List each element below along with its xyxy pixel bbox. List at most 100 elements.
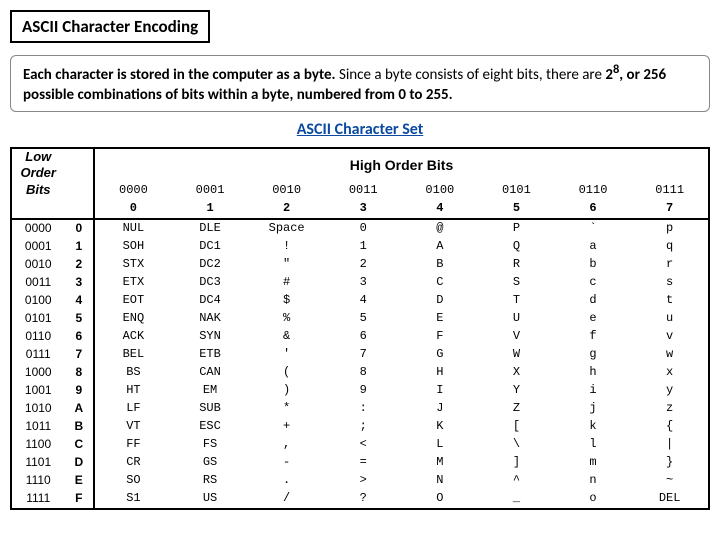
ascii-cell: !: [248, 238, 325, 256]
ascii-cell: r: [631, 256, 708, 274]
low-hex-10: A: [65, 400, 95, 418]
ascii-cell: *: [248, 400, 325, 418]
ascii-cell: DC3: [172, 274, 249, 292]
low-bits-2: 0010: [12, 256, 65, 274]
ascii-cell: %: [248, 310, 325, 328]
ascii-cell: .: [248, 472, 325, 490]
ascii-cell: }: [631, 454, 708, 472]
ascii-cell: ENQ: [94, 310, 172, 328]
high-bits-3: 0011: [325, 182, 402, 200]
ascii-cell: =: [325, 454, 402, 472]
ascii-cell: W: [478, 346, 555, 364]
low-hex-3: 3: [65, 274, 95, 292]
high-hex-0: 0: [94, 200, 172, 219]
ascii-cell: SYN: [172, 328, 249, 346]
ascii-cell: DC1: [172, 238, 249, 256]
ascii-cell: `: [555, 219, 632, 238]
ascii-cell: 0: [325, 219, 402, 238]
ascii-cell: |: [631, 436, 708, 454]
ascii-cell: i: [555, 382, 632, 400]
high-bits-1: 0001: [172, 182, 249, 200]
low-bits-12: 1100: [12, 436, 65, 454]
ascii-cell: CR: [94, 454, 172, 472]
table-row: 10008BSCAN(8HXhx: [12, 364, 708, 382]
low-hex-11: B: [65, 418, 95, 436]
high-bits-2: 0010: [248, 182, 325, 200]
table-row: 1101DCRGS-=M]m}: [12, 454, 708, 472]
ascii-cell: 9: [325, 382, 402, 400]
ascii-cell: RS: [172, 472, 249, 490]
ascii-cell: CAN: [172, 364, 249, 382]
ascii-cell: ?: [325, 490, 402, 508]
ascii-cell: X: [478, 364, 555, 382]
ascii-cell: f: [555, 328, 632, 346]
ascii-cell: Q: [478, 238, 555, 256]
ascii-cell: z: [631, 400, 708, 418]
ascii-cell: ;: [325, 418, 402, 436]
ascii-cell: SOH: [94, 238, 172, 256]
low-hex-0: 0: [65, 219, 95, 238]
low-hex-15: F: [65, 490, 95, 508]
ascii-cell: _: [478, 490, 555, 508]
ascii-cell: O: [402, 490, 479, 508]
ascii-cell: V: [478, 328, 555, 346]
high-bits-6: 0110: [555, 182, 632, 200]
high-hex-6: 6: [555, 200, 632, 219]
ascii-cell: >: [325, 472, 402, 490]
low-bits-3: 0011: [12, 274, 65, 292]
ascii-cell: H: [402, 364, 479, 382]
ascii-cell: P: [478, 219, 555, 238]
ascii-cell: b: [555, 256, 632, 274]
table-row: 1010ALFSUB*:JZjz: [12, 400, 708, 418]
low-bits-1: 0001: [12, 238, 65, 256]
ascii-cell: u: [631, 310, 708, 328]
ascii-cell: EM: [172, 382, 249, 400]
table-row: 00000NULDLESpace0@P`p: [12, 219, 708, 238]
description-box: Each character is stored in the computer…: [10, 55, 710, 112]
low-bits-8: 1000: [12, 364, 65, 382]
ascii-cell: D: [402, 292, 479, 310]
ascii-cell: US: [172, 490, 249, 508]
ascii-cell: HT: [94, 382, 172, 400]
ascii-cell: -: [248, 454, 325, 472]
low-bits-11: 1011: [12, 418, 65, 436]
table-row: 01004EOTDC4$4DTdt: [12, 292, 708, 310]
ascii-cell: 5: [325, 310, 402, 328]
ascii-cell: &: [248, 328, 325, 346]
table-row: 1110ESORS.>N^n~: [12, 472, 708, 490]
ascii-cell: h: [555, 364, 632, 382]
ascii-cell: j: [555, 400, 632, 418]
table-row: 01117BELETB'7GWgw: [12, 346, 708, 364]
ascii-cell: q: [631, 238, 708, 256]
ascii-cell: C: [402, 274, 479, 292]
ascii-cell: BEL: [94, 346, 172, 364]
table-row: 01106ACKSYN&6FVfv: [12, 328, 708, 346]
ascii-cell: Space: [248, 219, 325, 238]
ascii-cell: t: [631, 292, 708, 310]
ascii-cell: y: [631, 382, 708, 400]
ascii-cell: m: [555, 454, 632, 472]
ascii-cell: E: [402, 310, 479, 328]
ascii-cell: GS: [172, 454, 249, 472]
table-row: 00011SOHDC1!1AQaq: [12, 238, 708, 256]
ascii-cell: SUB: [172, 400, 249, 418]
low-hex-8: 8: [65, 364, 95, 382]
ascii-cell: Z: [478, 400, 555, 418]
ascii-cell: +: [248, 418, 325, 436]
ascii-cell: 6: [325, 328, 402, 346]
low-order-label: Low Order: [12, 149, 65, 182]
ascii-cell: x: [631, 364, 708, 382]
ascii-cell: \: [478, 436, 555, 454]
ascii-cell: @: [402, 219, 479, 238]
ascii-cell: o: [555, 490, 632, 508]
ascii-cell: DLE: [172, 219, 249, 238]
low-bits-13: 1101: [12, 454, 65, 472]
high-bits-7: 0111: [631, 182, 708, 200]
low-hex-4: 4: [65, 292, 95, 310]
low-bits-14: 1110: [12, 472, 65, 490]
ascii-cell: d: [555, 292, 632, 310]
ascii-cell: a: [555, 238, 632, 256]
ascii-cell: BS: [94, 364, 172, 382]
ascii-cell: p: [631, 219, 708, 238]
ascii-cell: DC2: [172, 256, 249, 274]
